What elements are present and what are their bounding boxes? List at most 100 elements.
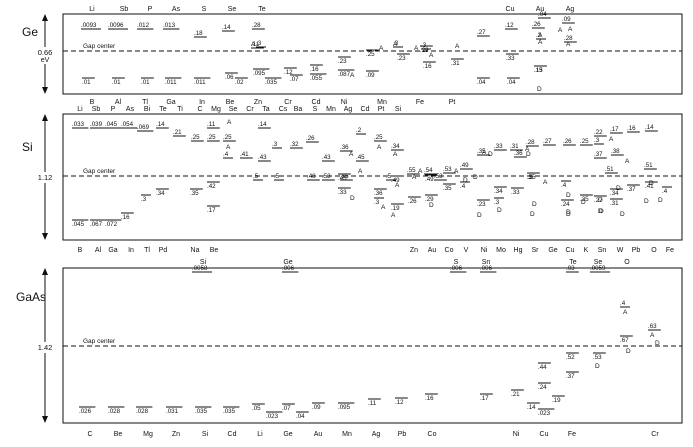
energy-level-value: .04 <box>507 79 516 86</box>
energy-level: .51 <box>644 162 657 170</box>
energy-level: .12 <box>505 22 518 30</box>
energy-level: .23 <box>338 56 351 65</box>
energy-level-value: .14 <box>645 124 654 131</box>
level-type-marker: D <box>626 348 631 355</box>
energy-level: .3 <box>594 137 604 145</box>
energy-level: .4 <box>662 186 672 195</box>
top-element-label: Cs <box>279 106 288 113</box>
top-element-label: Cd <box>361 106 370 113</box>
material-name: Ge <box>22 25 38 39</box>
energy-level-value: .25 <box>207 134 216 141</box>
energy-level: .011 <box>165 77 182 86</box>
energy-level-value: .36 <box>514 150 523 157</box>
energy-level-value: .55 <box>407 167 416 174</box>
energy-level-value: .25 <box>191 134 200 141</box>
energy-level: .095 <box>338 402 355 411</box>
energy-level-value: .3 <box>141 196 147 203</box>
energy-level-value: .28 <box>252 22 261 29</box>
level-type-marker: A <box>625 158 630 165</box>
energy-level: .43 <box>258 154 271 162</box>
energy-level-value: .17 <box>610 126 619 133</box>
energy-level-value: .32 <box>290 141 299 148</box>
energy-level-value: .35 <box>190 190 199 197</box>
energy-level: .48 <box>307 173 320 181</box>
energy-level: .11 <box>251 41 264 49</box>
energy-level-value: .37 <box>594 151 603 158</box>
top-element-label: As <box>126 106 135 113</box>
gap-unit: eV <box>41 57 50 64</box>
energy-level: .07 <box>282 403 295 412</box>
energy-level: .11 <box>368 398 381 407</box>
energy-level: .33 <box>338 187 351 196</box>
bottom-element-label: Ge <box>283 431 292 438</box>
energy-level: .42 <box>207 181 220 190</box>
energy-level: .45 <box>338 173 351 182</box>
gap-arrowhead-up <box>42 114 48 121</box>
energy-level-value: .22 <box>594 129 603 136</box>
level-type-marker: D <box>616 185 621 192</box>
bottom-element-label: Cu <box>540 431 549 438</box>
energy-level-value: .31 <box>510 143 519 150</box>
top-element-label: Te <box>159 106 167 113</box>
energy-level: .17 <box>610 126 623 134</box>
energy-level: .24 <box>561 199 574 208</box>
energy-level-value: .33 <box>494 143 503 150</box>
energy-level-value: .31 <box>451 60 460 67</box>
energy-level: .29 <box>425 194 438 203</box>
energy-level: .41 <box>645 181 658 190</box>
level-type-marker: D <box>581 199 586 206</box>
energy-level-value: .2 <box>356 127 362 134</box>
energy-level-value: .12 <box>505 22 514 29</box>
energy-level-value: .25 <box>366 51 375 58</box>
energy-level-value: .039 <box>90 121 103 128</box>
energy-level-value: .3 <box>256 40 262 47</box>
energy-level-value: .34 <box>494 188 503 195</box>
bottom-element-label: Zn <box>172 431 180 438</box>
energy-level-value: .3 <box>374 199 380 206</box>
energy-level: .37 <box>594 151 607 159</box>
level-type-marker: A <box>381 204 386 211</box>
energy-level: .43 <box>322 154 335 162</box>
bottom-element-label: Ni <box>481 247 488 254</box>
energy-level-value: .3 <box>272 141 278 148</box>
energy-level: .04 <box>296 411 309 420</box>
level-type-marker: D <box>595 363 600 370</box>
bottom-element-label: Cu <box>566 247 575 254</box>
level-type-marker: D <box>537 86 542 93</box>
energy-level: .035 <box>223 406 240 415</box>
energy-level-value: .069 <box>137 124 150 131</box>
energy-level-value: .16 <box>627 125 636 132</box>
band-frame <box>62 13 683 95</box>
energy-level-value: .35 <box>443 185 452 192</box>
top-element-label: O <box>624 259 630 266</box>
energy-level: .4 <box>223 151 233 159</box>
energy-level-value: .11 <box>368 400 377 407</box>
energy-level-value: .48 <box>307 173 316 180</box>
energy-level: .045 <box>72 219 89 228</box>
energy-level: .07 <box>290 74 303 83</box>
level-type-marker: A <box>391 212 396 219</box>
energy-level: .54 <box>424 167 437 175</box>
energy-level-value: .33 <box>511 189 520 196</box>
energy-level-value: .0058 <box>192 265 208 272</box>
energy-level: .3 <box>393 40 403 48</box>
bottom-element-label: Au <box>314 431 323 438</box>
energy-level: .53 <box>434 173 447 181</box>
level-type-marker: D <box>429 202 434 209</box>
gap-arrowhead-up <box>42 14 48 21</box>
energy-level-value: .07 <box>290 76 299 83</box>
level-type-marker: D <box>598 197 603 204</box>
energy-level: .28 <box>252 22 265 30</box>
energy-level: .01 <box>82 77 95 86</box>
energy-level-value: .53 <box>443 166 452 173</box>
energy-level: .36 <box>340 144 353 152</box>
level-type-marker: A <box>393 151 398 158</box>
energy-level: .16 <box>121 212 134 221</box>
top-element-label: Au <box>536 6 545 13</box>
level-type-marker: A <box>418 168 423 175</box>
energy-level-value: .5 <box>527 174 533 181</box>
level-type-marker: A <box>482 149 487 156</box>
top-element-label: Se <box>228 6 237 13</box>
level-type-marker: D <box>620 211 625 218</box>
energy-level: .17 <box>480 393 493 402</box>
